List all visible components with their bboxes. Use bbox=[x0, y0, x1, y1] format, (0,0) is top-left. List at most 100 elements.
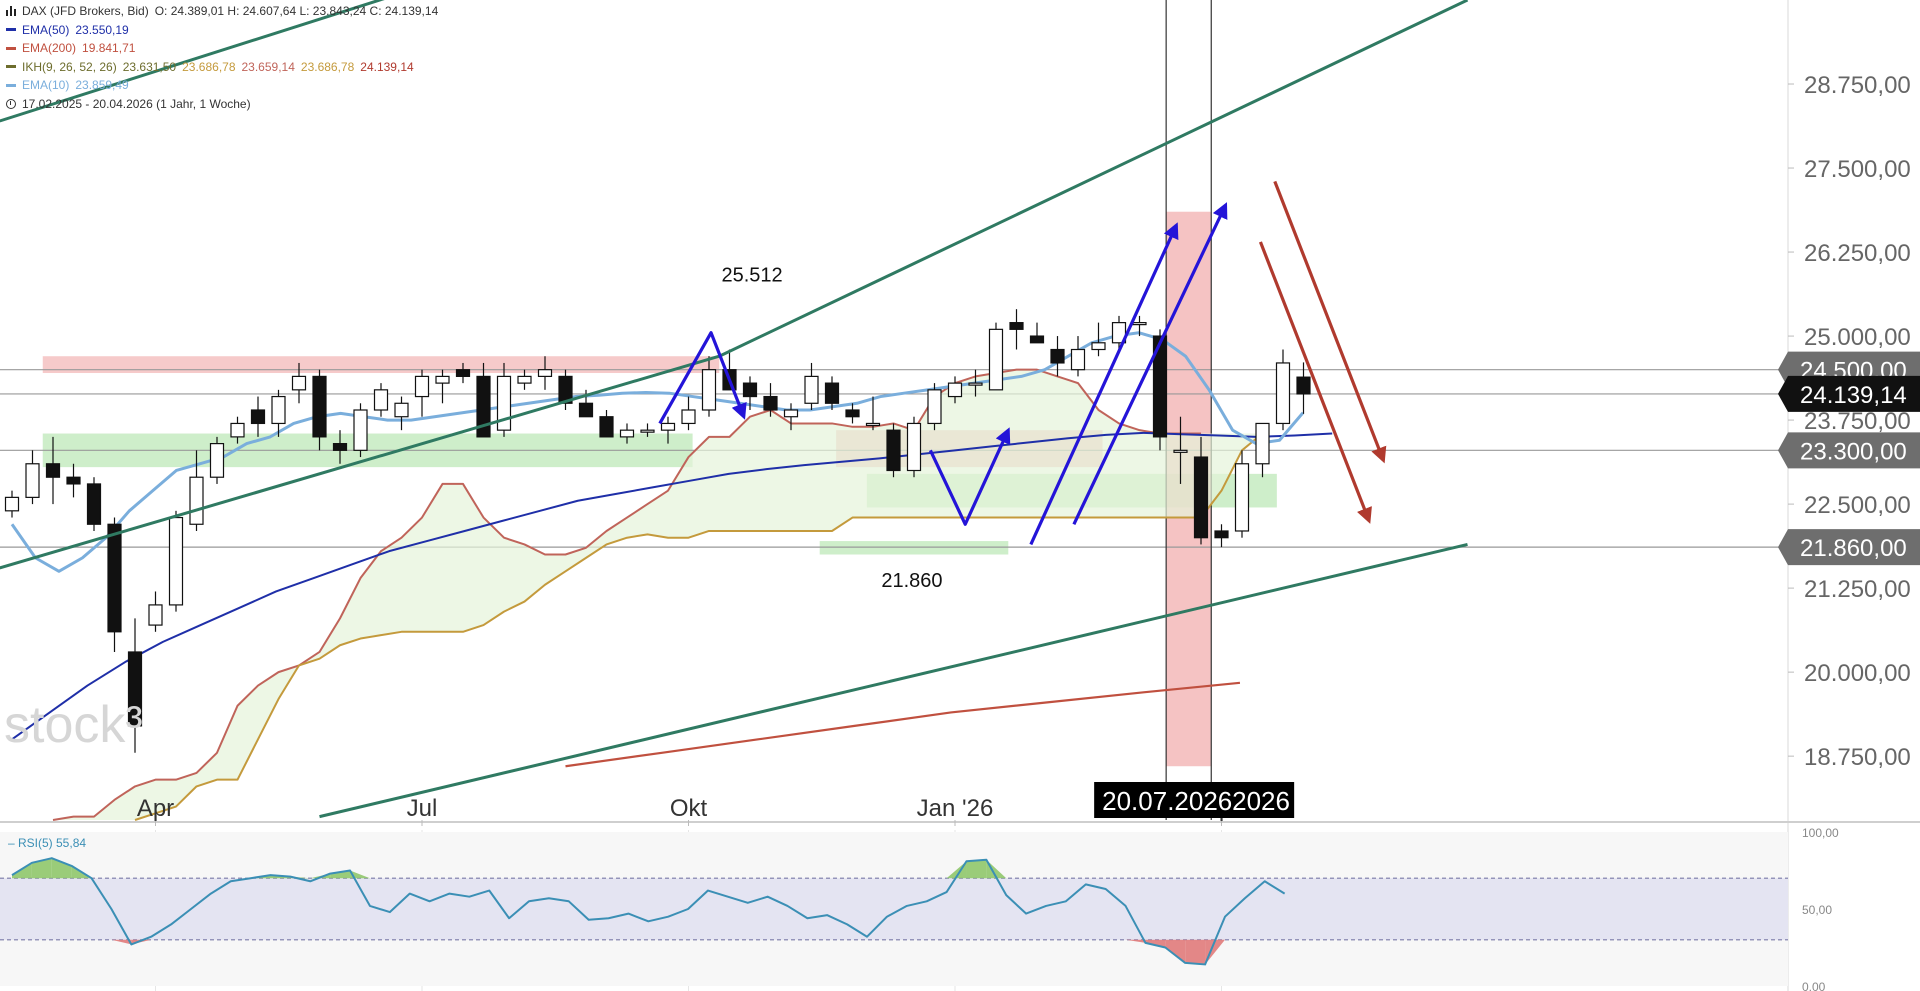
candle bbox=[1111, 315, 1127, 350]
y-tick-label: 20.000,00 bbox=[1804, 660, 1911, 687]
candle-body bbox=[1296, 376, 1311, 395]
candle bbox=[1070, 336, 1086, 377]
candle bbox=[1152, 329, 1168, 451]
channel-upper-line bbox=[718, 0, 1469, 358]
candle bbox=[66, 463, 81, 498]
candle-body bbox=[968, 382, 983, 386]
ema200-value: 19.841,71 bbox=[82, 41, 136, 55]
candle-body bbox=[640, 429, 655, 433]
rsi-zone-fill bbox=[330, 870, 351, 879]
candle-body bbox=[517, 375, 532, 384]
candle bbox=[4, 490, 20, 518]
price-annotation: 25.512 bbox=[721, 265, 782, 287]
candle-body bbox=[578, 402, 594, 418]
candle bbox=[394, 396, 409, 431]
candle bbox=[947, 376, 963, 404]
candle bbox=[168, 510, 184, 612]
candle-body bbox=[1111, 322, 1127, 344]
y-tick-label: 26.250,00 bbox=[1804, 240, 1911, 267]
candle bbox=[742, 376, 758, 410]
ema50-value: 23.550,19 bbox=[75, 22, 129, 37]
watermark: stock³ bbox=[4, 696, 143, 754]
candle-body bbox=[168, 516, 184, 606]
candle-body bbox=[681, 409, 696, 425]
candles-icon bbox=[6, 6, 16, 17]
y-tick-label: 23.750,00 bbox=[1804, 408, 1911, 435]
candle bbox=[86, 477, 102, 531]
candle bbox=[701, 356, 717, 417]
candle-body bbox=[4, 496, 20, 512]
candle bbox=[804, 362, 819, 410]
candle-body bbox=[1234, 463, 1250, 532]
candle bbox=[107, 517, 122, 652]
candle-body bbox=[865, 422, 881, 427]
y-tick-label: 21.250,00 bbox=[1804, 576, 1911, 603]
candle bbox=[517, 369, 532, 390]
rsi-panel: ‒ RSI(5) 55,84 100,00 50,00 0,00 bbox=[0, 826, 1839, 991]
ema10-line bbox=[10, 331, 1305, 573]
candle bbox=[1009, 309, 1024, 350]
candle-body bbox=[660, 422, 676, 431]
candle bbox=[291, 362, 307, 404]
rsi-zone-fill bbox=[1165, 939, 1186, 963]
legend-instrument: DAX (JFD Brokers, Bid) O: 24.389,01 H: 2… bbox=[6, 2, 438, 21]
candle-body bbox=[1009, 322, 1024, 330]
level-label-bg bbox=[1778, 529, 1920, 566]
candle-body bbox=[148, 604, 163, 626]
arrow-blue-rise-2 bbox=[1072, 202, 1228, 525]
candle-body bbox=[455, 369, 471, 377]
candle-body bbox=[1193, 456, 1209, 539]
candle-body bbox=[1091, 342, 1106, 351]
rsi-label: ‒ RSI(5) 55,84 bbox=[8, 836, 86, 850]
y-tick-label: 28.750,00 bbox=[1804, 72, 1911, 99]
candle-body bbox=[701, 369, 717, 411]
candle bbox=[558, 369, 573, 410]
candle bbox=[660, 416, 676, 444]
date-marker-text: 20.07.2026 bbox=[1102, 786, 1232, 816]
candle bbox=[496, 362, 512, 437]
candle-body bbox=[845, 409, 860, 418]
candle-body bbox=[763, 395, 778, 411]
ikh-label: IKH(9, 26, 52, 26) bbox=[22, 59, 117, 74]
candle bbox=[271, 389, 286, 437]
candle bbox=[537, 356, 553, 390]
candle-body bbox=[394, 402, 409, 418]
legend-ema200[interactable]: EMA(200) 19.841,71 bbox=[6, 39, 438, 58]
arrow-blue-mid bbox=[928, 427, 1011, 526]
candle-body bbox=[373, 389, 389, 411]
rsi-zone-fill bbox=[350, 870, 370, 879]
senkou-span-a bbox=[52, 368, 1201, 821]
legend-ema10[interactable]: EMA(10) 23.859,49 bbox=[6, 76, 438, 95]
candle-body bbox=[1050, 348, 1065, 364]
candle bbox=[988, 322, 1004, 391]
candle-body bbox=[783, 409, 799, 418]
level-label: 23.300,00 bbox=[1778, 432, 1920, 469]
channel-upper-left bbox=[0, 0, 385, 123]
ema50-label: EMA(50) bbox=[22, 22, 70, 37]
candle bbox=[599, 410, 614, 438]
candle-body bbox=[353, 409, 368, 451]
legend-ema50[interactable]: EMA(50) 23.550,19 bbox=[6, 21, 438, 40]
level-label-text: 21.860,00 bbox=[1800, 535, 1907, 562]
candle-body bbox=[1029, 335, 1045, 344]
candle bbox=[25, 450, 40, 505]
price-axis: 18.750,00 20.000,00 21.250,00 22.500,00 23.7… bbox=[1778, 0, 1920, 991]
candle-body bbox=[619, 429, 635, 438]
candle bbox=[373, 383, 389, 417]
legend-ikh[interactable]: IKH(9, 26, 52, 26) 23.631,50 23.686,78 2… bbox=[6, 58, 438, 77]
arrow-blue-left bbox=[658, 331, 747, 425]
cloud-fill bbox=[53, 369, 1263, 820]
ichimoku-cloud bbox=[52, 368, 1264, 821]
ema200-label: EMA(200) bbox=[22, 41, 77, 55]
candle bbox=[763, 383, 778, 417]
candle-body bbox=[312, 375, 327, 438]
candle-body bbox=[1070, 348, 1086, 371]
candle bbox=[353, 403, 368, 458]
candle bbox=[435, 369, 450, 404]
candle bbox=[1050, 336, 1065, 377]
ikh-value-3: 23.659,14 bbox=[241, 59, 295, 74]
candle-body bbox=[414, 375, 430, 398]
candle-body bbox=[250, 409, 266, 425]
